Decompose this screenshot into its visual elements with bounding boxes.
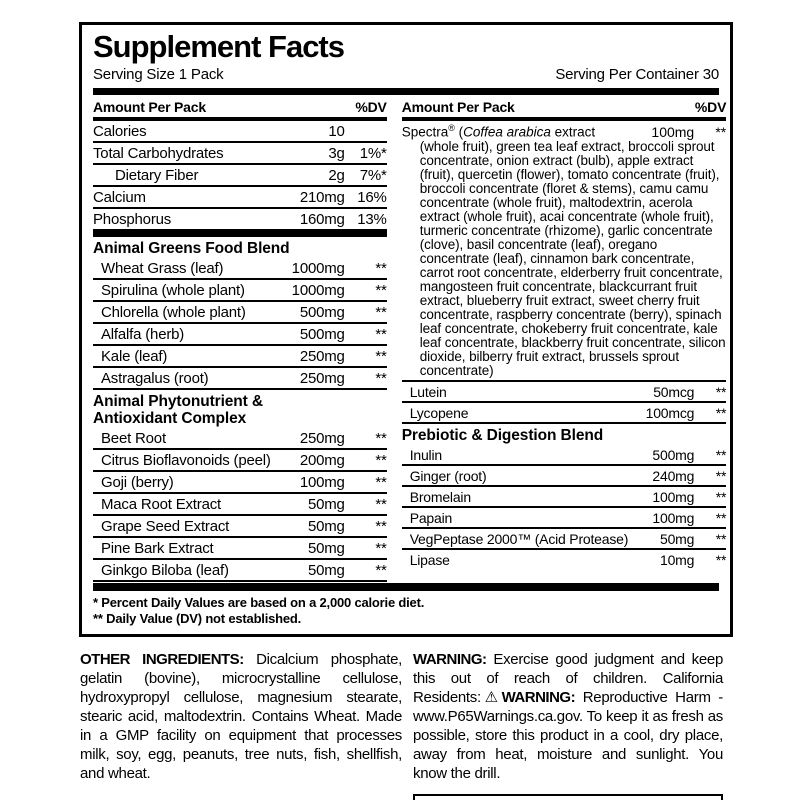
- nutrient-row: Dietary Fiber 2g 7%*: [93, 165, 387, 187]
- divider-bar-bottom: [93, 583, 719, 591]
- blend-row: Beet Root 250mg **: [93, 428, 387, 450]
- blend-row: Chlorella (whole plant) 500mg **: [93, 302, 387, 324]
- spectra-row: Spectra® (Coffea arabica extract 100mg *…: [401, 123, 727, 140]
- footnotes: * Percent Daily Values are based on a 2,…: [93, 591, 719, 634]
- warning-triangle-icon: ⚠: [480, 689, 502, 706]
- left-column: Amount Per Pack %DV Calories 10 Total Ca…: [93, 98, 394, 582]
- blend-row: Astragalus (root) 250mg **: [93, 368, 387, 390]
- blend-row: Papain 100mg **: [401, 508, 726, 529]
- nutrient-row: Lutein 50mcg **: [401, 382, 726, 403]
- blend-row: Ginkgo Biloba (leaf) 50mg **: [93, 560, 387, 582]
- footnote-dv: * Percent Daily Values are based on a 2,…: [93, 595, 425, 610]
- other-ingredients-label: OTHER INGREDIENTS:: [80, 651, 244, 668]
- nutrient-row: Lycopene 100mcg **: [401, 403, 726, 424]
- blend-row: Pine Bark Extract 50mg **: [93, 538, 387, 560]
- blend-row: Wheat Grass (leaf) 1000mg **: [93, 258, 387, 280]
- dv-header: %DV: [355, 99, 387, 115]
- below-panel-section: OTHER INGREDIENTS: Dicalcium phosphate, …: [80, 650, 723, 800]
- registered-mark: ®: [448, 123, 455, 133]
- amount-per-pack-header: Amount Per Pack: [401, 99, 515, 115]
- warning-label-secondary: WARNING:: [501, 689, 576, 706]
- blend-row: Lipase 10mg **: [409, 551, 727, 568]
- nutrient-row: Phosphorus 160mg 13%: [93, 211, 387, 228]
- warning-label: WARNING:: [413, 651, 487, 668]
- amount-per-pack-header: Amount Per Pack: [93, 99, 206, 115]
- blend-row: VegPeptase 2000™ (Acid Protease) 50mg **: [401, 529, 726, 550]
- nutrient-row: Calcium 210mg 16%: [93, 187, 387, 209]
- warning-column: WARNING: Exercise good judgment and keep…: [413, 650, 723, 800]
- left-column-header: Amount Per Pack %DV: [93, 98, 387, 121]
- right-column-header: Amount Per Pack %DV: [401, 98, 727, 121]
- panel-title: Supplement Facts: [93, 29, 345, 64]
- greens-blend-title: Animal Greens Food Blend: [93, 240, 290, 257]
- blend-row: Maca Root Extract 50mg **: [93, 494, 387, 516]
- dv-header: %DV: [694, 99, 727, 115]
- phyto-complex-title: Animal Phytonutrient & Antioxidant Compl…: [93, 393, 264, 427]
- spectra-blend-block: Spectra® (Coffea arabica extract 100mg *…: [401, 121, 727, 382]
- divider-bar-top: [93, 88, 719, 95]
- blend-row: Bromelain 100mg **: [401, 487, 726, 508]
- servings-per-container: Serving Per Container 30: [555, 66, 719, 83]
- serving-size: Serving Size 1 Pack: [93, 66, 224, 83]
- nutrient-row: Calories 10: [93, 121, 387, 143]
- other-ingredients-column: OTHER INGREDIENTS: Dicalcium phosphate, …: [80, 650, 402, 800]
- warning-paragraph: WARNING: Exercise good judgment and keep…: [413, 651, 723, 782]
- other-ingredients-paragraph: OTHER INGREDIENTS: Dicalcium phosphate, …: [80, 651, 402, 782]
- latin-name: Coffea arabica: [463, 124, 551, 140]
- blend-row: Citrus Bioflavonoids (peel) 200mg **: [93, 450, 387, 472]
- blend-row: Ginger (root) 240mg **: [401, 466, 726, 487]
- section-divider-bar: [93, 229, 387, 237]
- serving-info-row: Serving Size 1 Pack Serving Per Containe…: [93, 66, 719, 83]
- fda-disclaimer-box: †These statements have not been evaluate…: [413, 794, 723, 800]
- right-column: Amount Per Pack %DV Spectra® (Coffea ara…: [394, 98, 727, 582]
- nutrient-row: Total Carbohydrates 3g 1%*: [93, 143, 387, 165]
- blend-row: Spirulina (whole plant) 1000mg **: [93, 280, 387, 302]
- supplement-facts-panel: Supplement Facts Serving Size 1 Pack Ser…: [79, 22, 733, 637]
- blend-row: Alfalfa (herb) 500mg **: [93, 324, 387, 346]
- spectra-ingredient-list: (whole fruit), green tea leaf extract, b…: [419, 138, 726, 378]
- prebiotic-blend-title: Prebiotic & Digestion Blend: [401, 426, 604, 444]
- blend-row: Kale (leaf) 250mg **: [93, 346, 387, 368]
- blend-row: Goji (berry) 100mg **: [93, 472, 387, 494]
- blend-row: Inulin 500mg **: [401, 445, 726, 466]
- blend-row: Grape Seed Extract 50mg **: [93, 516, 387, 538]
- nutrient-columns: Amount Per Pack %DV Calories 10 Total Ca…: [93, 98, 726, 582]
- footnote-not-established: ** Daily Value (DV) not established.: [93, 611, 302, 626]
